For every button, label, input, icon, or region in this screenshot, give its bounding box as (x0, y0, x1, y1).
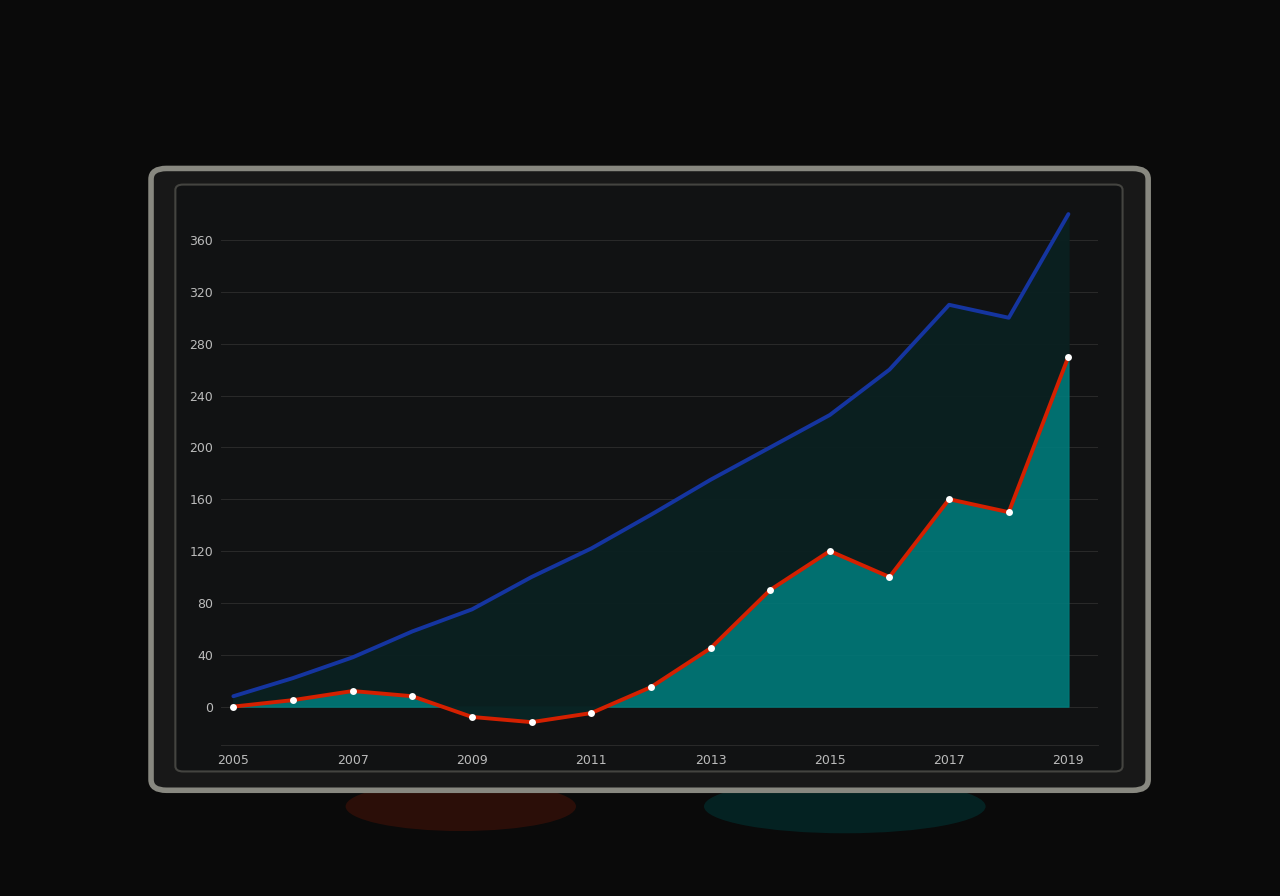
FancyBboxPatch shape (151, 168, 1148, 790)
FancyBboxPatch shape (175, 185, 1123, 771)
Bar (166, 773, 1133, 784)
Ellipse shape (704, 780, 986, 833)
Ellipse shape (346, 781, 576, 831)
